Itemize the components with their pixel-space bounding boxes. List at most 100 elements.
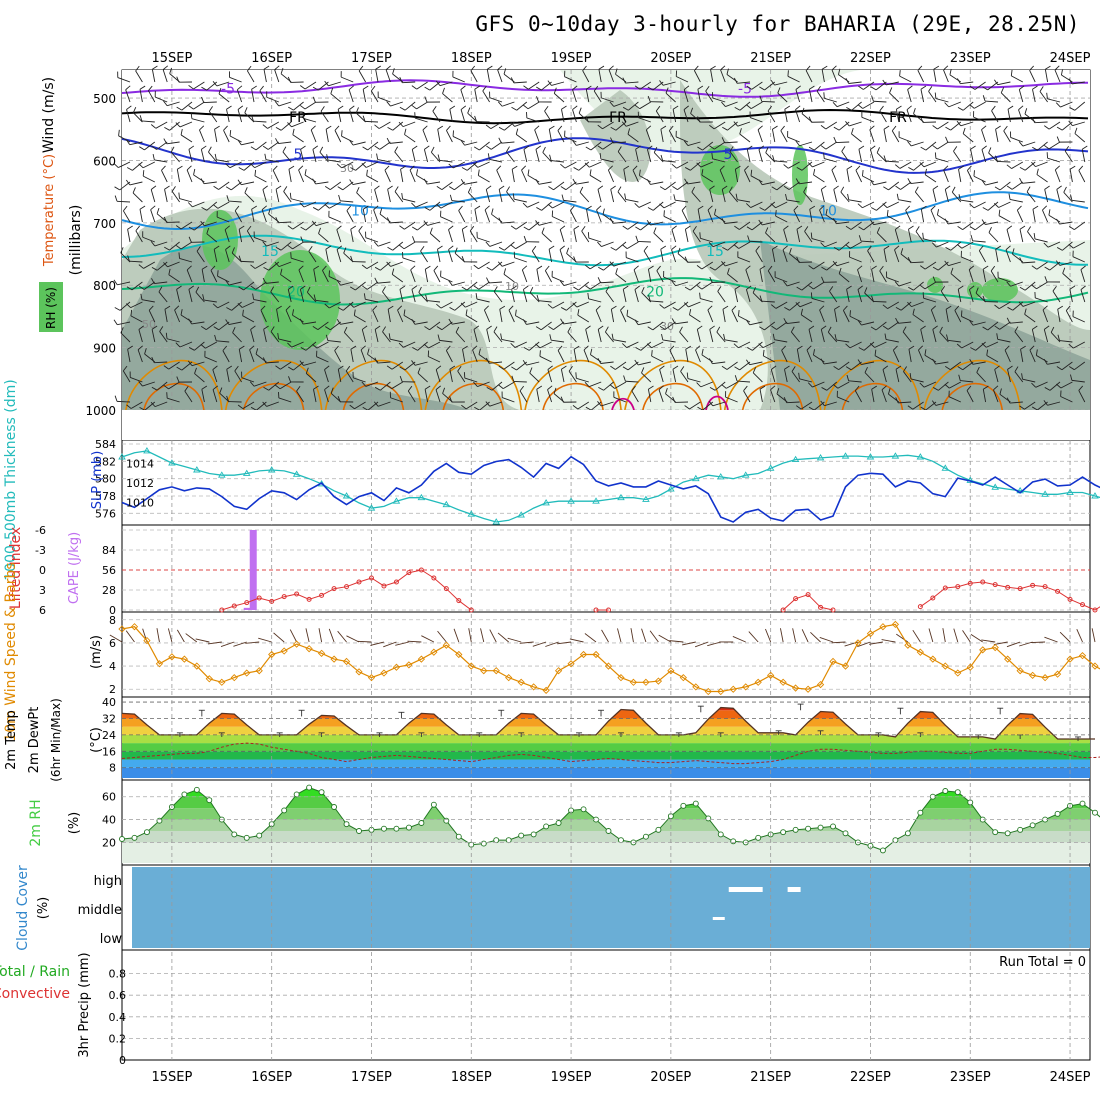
wind-barb-flag: [527, 169, 530, 176]
wind-barb: [328, 81, 341, 87]
wind-barb-flag: [387, 185, 393, 190]
wind-barb: [997, 160, 1011, 163]
wind-barb: [837, 396, 850, 403]
wind-barb-flag: [920, 85, 927, 90]
wind-barb: [402, 121, 416, 128]
wind-barb: [218, 321, 230, 331]
wind-barb: [938, 381, 949, 391]
slp-tick: 1010: [126, 497, 154, 510]
wind-barb-flag: [784, 365, 790, 370]
wind-barb: [541, 232, 552, 243]
wind-barb: [950, 273, 962, 283]
wind-barb-flag: [617, 186, 622, 193]
wind-barb: [122, 370, 131, 383]
wind-barb-flag: [573, 167, 580, 171]
wind-speed-marker: [1016, 667, 1024, 675]
wind-barb: [449, 369, 453, 383]
wind-barb-flag: [260, 305, 266, 311]
wind-barb: [848, 81, 862, 84]
wind-barb: [435, 369, 441, 383]
surface-wind-barb: [1006, 641, 1021, 648]
wind-barb-flag: [843, 305, 848, 311]
wind-barb-flag: [917, 65, 923, 71]
wind-barb: [995, 129, 999, 143]
wind-barb-flag: [559, 280, 565, 286]
wind-barb-flag: [765, 147, 769, 153]
wind-barb-flag: [500, 333, 503, 340]
wind-barb-flag: [163, 384, 169, 390]
rh-marker: [131, 834, 138, 841]
wind-barb-flag: [585, 406, 592, 411]
surface-wind-barb: [584, 633, 597, 643]
wind-barb: [282, 151, 292, 163]
wind-barb-flag: [1069, 285, 1076, 290]
wind-barb-flag: [139, 205, 146, 210]
wind-barb-flag: [1031, 265, 1038, 270]
wind-barb-flag: [780, 125, 785, 131]
wind-barb: [137, 349, 143, 363]
temp-contour-label: 10: [351, 203, 369, 219]
wind-barb: [411, 149, 416, 163]
wind-barb-flag: [602, 208, 605, 215]
wind-barb-flag: [399, 285, 406, 290]
surface-wind-barb: [765, 628, 772, 643]
surface-wind-barb: [453, 628, 460, 643]
wind-tick: 6: [109, 637, 116, 650]
wind-barb-flag: [755, 245, 760, 252]
wind-barb: [738, 341, 751, 349]
wind-barb: [246, 230, 255, 243]
wind-barb: [646, 149, 652, 163]
wind-barb-flag: [287, 342, 292, 348]
wind-barb-flag: [523, 347, 530, 351]
wind-barb: [907, 89, 912, 103]
wind-barb: [700, 237, 713, 243]
wind-barb: [454, 301, 466, 311]
wind-barb-flag: [798, 372, 800, 379]
wind-barb-flag: [486, 386, 493, 391]
wind-barb: [477, 381, 490, 387]
wind-barb-flag: [1012, 248, 1015, 255]
wind-speed-marker: [355, 668, 363, 676]
wind-barb: [764, 201, 776, 211]
wind-barb-flag: [162, 65, 169, 70]
wind-barb-flag: [634, 104, 640, 110]
wind-speed-marker: [679, 674, 687, 682]
wind-barb-flag: [519, 385, 525, 392]
wind-barb-flag: [895, 397, 899, 404]
wind-barb: [514, 257, 527, 263]
wind-barb-flag: [1005, 245, 1011, 251]
wind-barb: [799, 301, 813, 308]
wind-barb: [675, 321, 689, 325]
wind-barb: [548, 249, 553, 263]
wind-barb-flag: [967, 165, 972, 171]
wind-barb-flag: [188, 105, 194, 110]
wind-barb: [770, 389, 776, 403]
wind-barb-flag: [188, 145, 195, 150]
wind-barb: [130, 301, 143, 309]
surface-wind-barb: [337, 630, 347, 643]
wind-barb-flag: [559, 245, 565, 250]
wind-barb: [501, 221, 515, 224]
wind-barb: [988, 232, 999, 243]
wind-barb: [355, 112, 366, 123]
wind-barb: [739, 133, 751, 143]
wind-speed-marker: [1053, 670, 1062, 678]
wind-barb: [937, 121, 949, 130]
lifted-marker: [406, 570, 412, 576]
wind-barb: [334, 350, 342, 363]
wind-barb: [127, 349, 131, 363]
date-label-bottom: 24SEP: [1050, 1070, 1091, 1085]
wind-barb-flag: [809, 85, 815, 90]
wind-barb: [910, 378, 924, 383]
wind-barb-flag: [1027, 226, 1032, 232]
wind-barb-flag: [201, 385, 208, 390]
wind-barb-flag: [536, 294, 540, 301]
wind-barb-flag: [274, 100, 280, 107]
wind-barb: [968, 269, 974, 283]
wind-barb-flag: [701, 348, 704, 355]
wind-barb: [394, 151, 404, 163]
wind-speed-marker: [929, 655, 937, 663]
rh-marker: [954, 789, 961, 796]
wind-barb-flag: [1056, 136, 1060, 143]
wind-barb: [212, 369, 218, 383]
